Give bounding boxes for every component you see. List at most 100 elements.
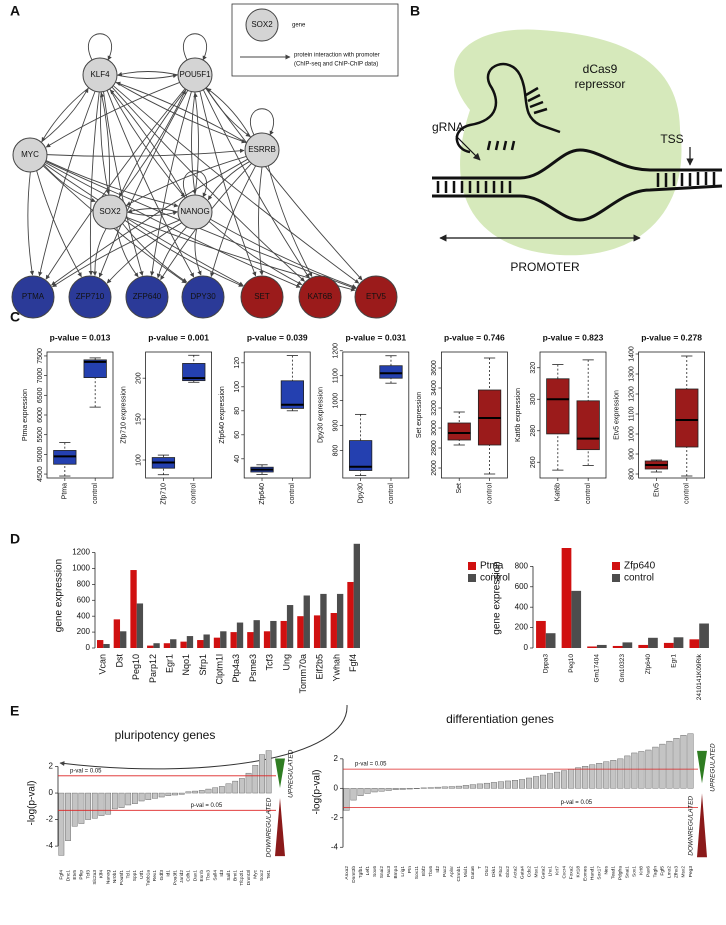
y-tick-label: 3000	[431, 420, 438, 436]
y-tick-label: 1000	[333, 393, 340, 409]
bar	[561, 548, 572, 648]
y-tick-label: 600	[515, 582, 529, 591]
x-tick-label: Id1	[166, 870, 172, 877]
bar	[65, 792, 71, 841]
bar	[575, 767, 582, 789]
network-edge	[92, 228, 107, 277]
bar	[357, 788, 364, 796]
bar	[330, 613, 337, 648]
x-tick-label: Gbx2	[505, 866, 511, 878]
grna-ticks	[486, 86, 548, 151]
bar	[659, 743, 666, 789]
bar	[587, 646, 597, 648]
node-label: ZFP640	[133, 292, 162, 301]
network-node	[82, 57, 118, 93]
crispr-diagram: dCas9 repressor gRNA TSS PROMOTER	[432, 29, 723, 274]
node-label: KLF4	[90, 70, 110, 79]
protein-label: repressor	[575, 77, 626, 91]
x-tick-label: Lmo2	[667, 866, 673, 878]
x-tick-label: Tbx3	[206, 870, 212, 881]
bar	[427, 787, 434, 789]
x-tick-label: Tcf3	[265, 654, 275, 671]
x-tick-label: Snai1	[625, 866, 631, 879]
network-edge	[88, 91, 100, 276]
x-tick-label: Zfhx3	[674, 866, 680, 878]
down-label: DOWNREGULATED	[688, 796, 695, 856]
bar	[399, 788, 406, 790]
x-tick-label: Peg10	[131, 654, 141, 680]
y-tick-label: -2	[331, 813, 339, 822]
box	[447, 422, 471, 441]
x-tick-label: Sall1	[226, 870, 232, 881]
bar	[225, 783, 232, 794]
y-tick-label: 800	[628, 468, 635, 480]
y-tick-label: 800	[515, 561, 529, 570]
x-tick-label: Ptn	[407, 866, 413, 874]
bar	[136, 603, 144, 648]
bar	[547, 773, 554, 789]
bar	[58, 792, 65, 856]
network-edge	[126, 210, 178, 216]
x-tick-label: Krt8	[639, 866, 645, 875]
network-edge	[109, 88, 186, 198]
network-node	[181, 275, 225, 319]
y-tick-label: 1000	[72, 564, 90, 573]
y-tick-label: 3400	[431, 380, 438, 396]
legend-label: control	[480, 573, 510, 584]
bar	[197, 640, 204, 648]
network-edge	[207, 161, 250, 201]
network-edge	[43, 164, 96, 203]
plot-frame	[243, 351, 311, 479]
y-axis-label: -log(p-val)	[27, 780, 38, 825]
x-tick-label: Dkk1	[491, 866, 497, 877]
x-tick-label: Egr1	[164, 654, 174, 673]
y-tick-label: 100	[234, 381, 241, 393]
bar	[689, 639, 700, 648]
y-tick-label: 3600	[431, 360, 438, 376]
bar	[687, 733, 694, 789]
legend-node-label: SOX2	[251, 20, 273, 29]
y-tick-label: 4500	[37, 466, 44, 482]
bar	[313, 615, 321, 648]
dna-strand	[432, 148, 722, 180]
x-tick-label: Jarid2	[179, 870, 185, 883]
x-tick-label: Ptma	[62, 483, 69, 499]
bar	[239, 778, 245, 794]
x-tick-label: Pou5f1	[119, 870, 125, 886]
bar	[78, 792, 85, 824]
network-edge	[115, 81, 247, 144]
x-tick-label: Gdf3	[159, 870, 165, 881]
y-tick-label: 1000	[628, 426, 635, 442]
y-tick-label: 1100	[333, 368, 340, 383]
node-label: SOX2	[99, 207, 121, 216]
bar	[230, 632, 237, 648]
y-tick-label: 2600	[431, 460, 438, 476]
network-edge	[119, 89, 187, 198]
x-tick-label: Lef1	[365, 866, 371, 876]
bar	[617, 758, 624, 789]
network-edge	[202, 89, 310, 279]
x-tick-label: Utf1	[139, 870, 145, 879]
x-tick-label: Cxcr4	[561, 866, 567, 879]
network-edge	[156, 226, 187, 279]
x-tick-label: Pou3f1	[172, 870, 178, 886]
x-tick-label: Tomm70a	[298, 654, 308, 694]
bar	[186, 636, 194, 648]
x-tick-label: Kat6b	[555, 483, 562, 501]
chart-title: p-value = 0.039	[247, 332, 308, 342]
box	[83, 359, 107, 378]
y-tick-label: 5000	[37, 446, 44, 462]
bar	[533, 776, 540, 789]
network-edge	[205, 87, 251, 137]
y-axis-label: Dpy30 expression	[318, 387, 325, 443]
x-tick-label: Nqo1	[181, 654, 191, 676]
down-label: DOWNREGULATED	[266, 797, 273, 857]
bar	[648, 637, 658, 648]
box	[576, 400, 600, 451]
y-tick-label: 40	[234, 455, 241, 463]
y-tick-label: -4	[331, 842, 339, 851]
y-axis-label: -log(p-val)	[312, 769, 323, 814]
y-tick-label: 1100	[628, 406, 635, 421]
y-tick-label: 400	[515, 602, 529, 611]
bar	[638, 644, 649, 648]
